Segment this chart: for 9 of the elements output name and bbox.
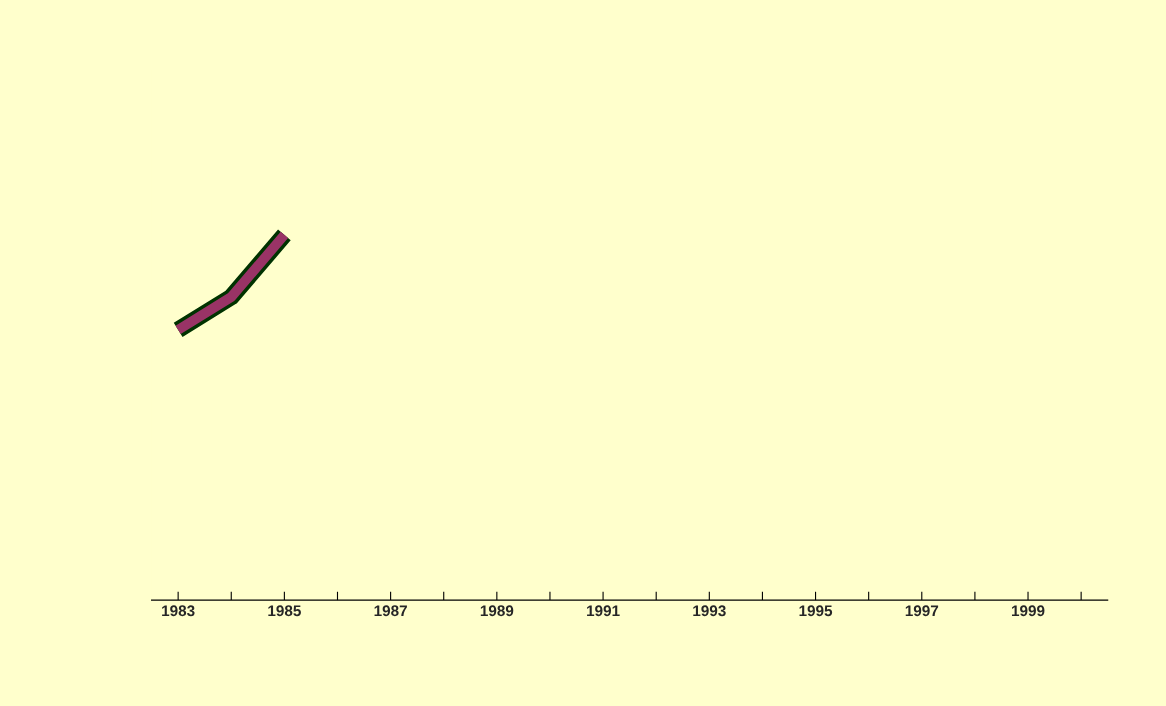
x-tick-label: 1995 [799, 605, 833, 617]
x-tick-label: 1985 [268, 605, 301, 617]
x-tick-label: 1983 [162, 605, 195, 617]
x-tick-label: 1999 [1011, 605, 1045, 617]
x-tick-label: 1989 [480, 605, 514, 617]
x-tick-label: 1997 [905, 605, 939, 617]
x-tick-label: 1987 [374, 605, 407, 617]
x-tick-label: 1993 [693, 605, 726, 617]
x-tick-label: 1991 [587, 605, 620, 617]
